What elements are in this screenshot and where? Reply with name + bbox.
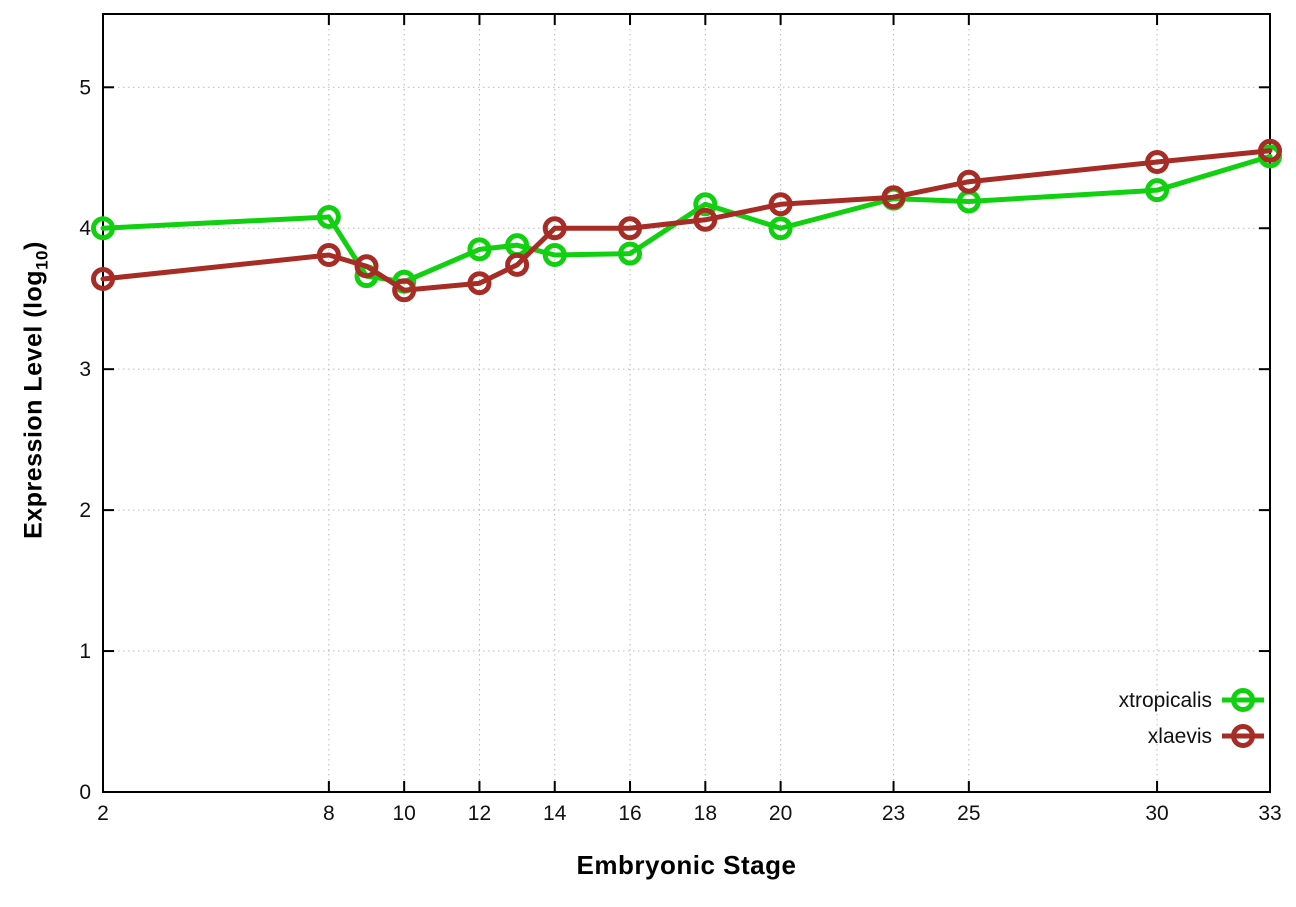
y-tick-label: 5 xyxy=(79,76,91,99)
x-axis-title: Embryonic Stage xyxy=(576,850,797,880)
series-xlaevis-marker xyxy=(467,271,492,296)
x-tick-label: 18 xyxy=(694,802,717,825)
series-xtropicalis-marker xyxy=(316,204,341,229)
x-tick-label: 33 xyxy=(1258,802,1281,825)
series-xtropicalis-marker xyxy=(91,216,115,241)
series-xtropicalis-marker xyxy=(693,192,718,217)
series-xlaevis-marker xyxy=(956,169,981,194)
series-xlaevis-marker xyxy=(392,278,417,303)
legend-sample-marker-xlaevis xyxy=(1231,724,1255,748)
y-tick-label: 3 xyxy=(79,358,91,381)
x-tick-label: 16 xyxy=(618,802,641,825)
legend-sample-marker-xtropicalis xyxy=(1231,688,1255,712)
x-tick-label: 2 xyxy=(97,802,109,825)
x-tick-label: 25 xyxy=(957,802,980,825)
y-axis-title: Expression Level (log10) xyxy=(20,241,53,539)
series-xlaevis-marker xyxy=(768,192,793,217)
series-xtropicalis-marker xyxy=(618,241,643,266)
x-tick-label: 8 xyxy=(323,802,335,825)
series-xtropicalis-line xyxy=(100,153,1273,285)
y-tick-label: 0 xyxy=(79,781,91,804)
series-xlaevis-marker xyxy=(505,252,530,277)
x-tick-label: 14 xyxy=(543,802,567,825)
series-xlaevis-marker xyxy=(354,254,379,279)
series-xlaevis-marker xyxy=(542,216,567,241)
y-tick-label: 2 xyxy=(79,499,91,522)
y-axis-title-suffix: ) xyxy=(19,241,48,250)
series-xtropicalis-marker xyxy=(1145,178,1170,203)
series-xlaevis-marker xyxy=(91,266,115,291)
y-tick-label: 4 xyxy=(79,217,91,240)
series-xlaevis-marker xyxy=(316,243,341,268)
x-tick-label: 30 xyxy=(1145,802,1168,825)
series-xtropicalis-marker xyxy=(467,237,492,262)
x-tick-label: 12 xyxy=(468,802,491,825)
series-xlaevis-marker xyxy=(618,216,643,241)
series-xlaevis-marker xyxy=(1145,149,1170,174)
plot-border xyxy=(102,13,1271,793)
series-xlaevis-marker xyxy=(693,207,718,232)
y-tick-label: 1 xyxy=(79,640,91,663)
y-axis-title-text: Expression Level (log xyxy=(19,269,48,539)
x-tick-label: 23 xyxy=(882,802,905,825)
x-tick-label: 20 xyxy=(769,802,792,825)
legend-label-xtropicalis: xtropicalis xyxy=(1119,689,1212,712)
series-xlaevis-marker xyxy=(1258,138,1282,163)
x-tick-label: 10 xyxy=(392,802,415,825)
series-xlaevis-marker xyxy=(881,185,906,210)
series-xtropicalis-marker xyxy=(542,243,567,268)
legend-label-xlaevis: xlaevis xyxy=(1148,725,1212,748)
y-axis-title-subscript: 10 xyxy=(32,249,52,270)
series-xtropicalis-marker xyxy=(768,216,793,241)
